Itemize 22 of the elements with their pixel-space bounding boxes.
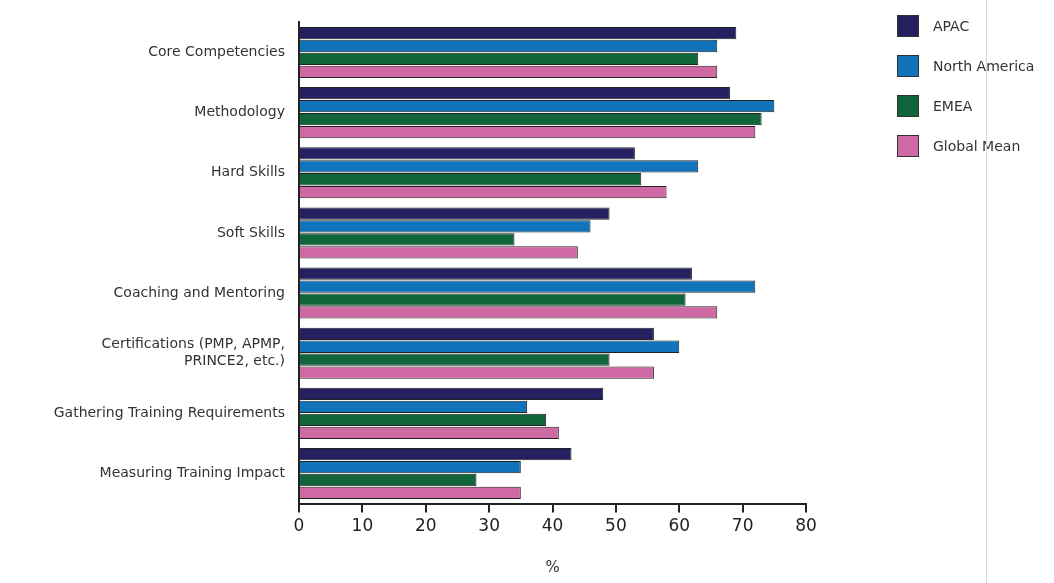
x-tick-label: 60 bbox=[668, 515, 691, 536]
x-tick-label: 40 bbox=[541, 515, 564, 536]
legend-label: Global Mean bbox=[933, 138, 1021, 154]
x-axis-title: % bbox=[545, 557, 560, 576]
y-tick-label: Certifications (PMP, APMP, PRINCE2, etc.) bbox=[101, 335, 285, 369]
y-tick-label: Core Competencies bbox=[148, 43, 285, 60]
legend-label: APAC bbox=[933, 18, 970, 34]
x-tick-label: 20 bbox=[414, 515, 437, 536]
x-tick-label: 30 bbox=[478, 515, 500, 536]
y-tick-label: Measuring Training Impact bbox=[99, 464, 286, 481]
y-tick-label: Methodology bbox=[194, 103, 285, 120]
legend-label: EMEA bbox=[933, 98, 973, 114]
y-tick-label: Coaching and Mentoring bbox=[113, 283, 285, 300]
y-tick-label: Hard Skills bbox=[211, 163, 285, 180]
x-tick-label: 70 bbox=[731, 515, 754, 536]
legend-label: North America bbox=[933, 58, 1035, 74]
x-tick-label: 10 bbox=[351, 515, 374, 536]
y-tick-label: Soft Skills bbox=[216, 223, 285, 240]
x-tick-label: 0 bbox=[293, 515, 305, 536]
x-tick-label: 50 bbox=[605, 515, 627, 536]
x-tick-label: 80 bbox=[795, 515, 817, 536]
y-tick-label: Gathering Training Requirements bbox=[53, 404, 285, 421]
